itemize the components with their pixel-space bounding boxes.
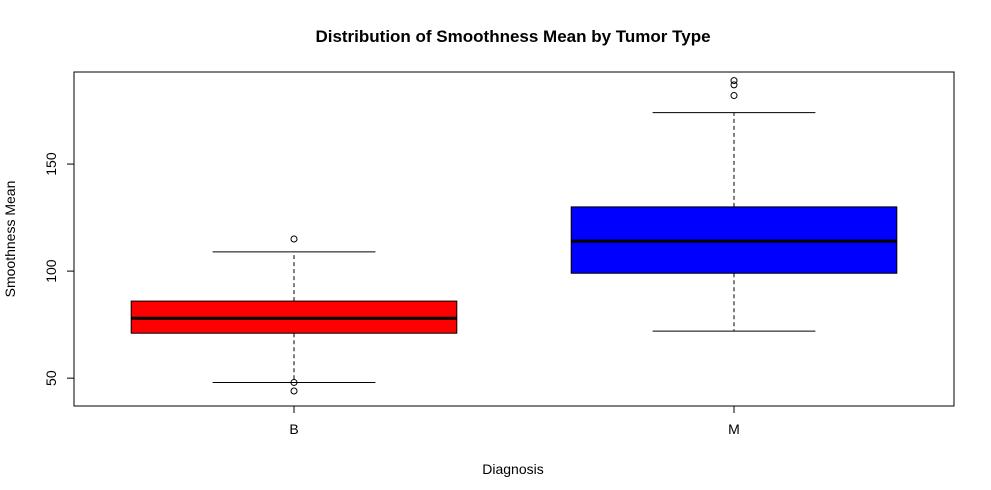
axes: B M 50 100 150: [43, 152, 740, 437]
y-tick-label-150: 150: [43, 152, 59, 176]
box-M: [570, 77, 898, 332]
x-axis-label: Diagnosis: [482, 461, 543, 477]
outlier-point-M-0: [730, 92, 738, 100]
y-tick-label-100: 100: [43, 259, 59, 283]
chart-title: Distribution of Smoothness Mean by Tumor…: [315, 27, 710, 46]
box-B: [130, 235, 458, 395]
outlier-point-M-2: [730, 77, 738, 85]
outlier-point-B-1: [290, 378, 298, 386]
outlier-point-B-0: [290, 387, 298, 395]
outlier-point-M-1: [730, 81, 738, 89]
outlier-point-B-2: [290, 235, 298, 243]
x-tick-label-B: B: [289, 421, 298, 437]
y-axis-label: Smoothness Mean: [2, 181, 18, 298]
y-tick-label-50: 50: [43, 370, 59, 386]
x-tick-label-M: M: [728, 421, 740, 437]
boxes-layer: [130, 77, 898, 395]
